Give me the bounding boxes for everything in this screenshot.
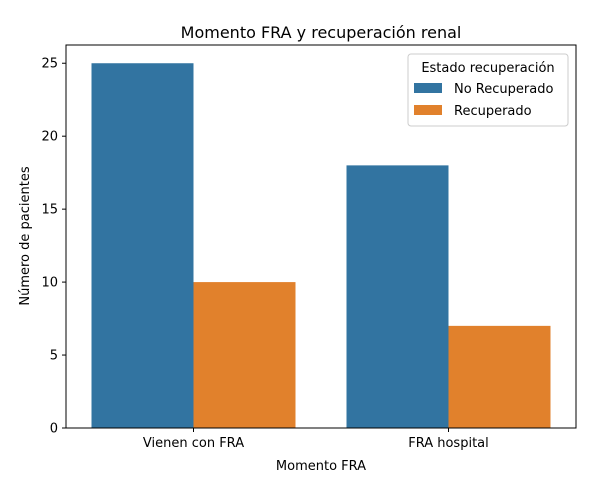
legend-swatch-recuperado — [414, 105, 442, 115]
y-axis-label: Número de pacientes — [18, 166, 33, 305]
plot-frame — [65, 44, 577, 429]
bar-recuperado-1 — [193, 282, 296, 428]
legend-label-no-recuperado: No Recuperado — [454, 82, 553, 97]
x-tick-label: Vienen con FRA — [143, 436, 244, 451]
x-tick-label: FRA hospital — [408, 436, 489, 451]
legend: Estado recuperación No Recuperado Recupe… — [407, 53, 569, 127]
y-tick-label: 10 — [41, 276, 58, 291]
bar-no-recuperado-2 — [346, 165, 449, 428]
bar-recuperado-2 — [448, 325, 551, 428]
y-tick-label: 15 — [41, 203, 58, 218]
legend-swatch-no-recuperado — [414, 83, 442, 93]
legend-title: Estado recuperación — [421, 61, 554, 76]
bar-no-recuperado-1 — [91, 63, 194, 428]
y-tick-label: 5 — [50, 349, 58, 364]
chart-title: Momento FRA y recuperación renal — [181, 23, 462, 42]
y-tick-label: 20 — [41, 130, 58, 145]
legend-box — [407, 53, 569, 127]
y-tick-label: 0 — [50, 422, 58, 437]
legend-label-recuperado: Recuperado — [454, 104, 532, 119]
x-axis-label: Momento FRA — [276, 459, 366, 474]
y-tick-label: 25 — [41, 57, 58, 72]
